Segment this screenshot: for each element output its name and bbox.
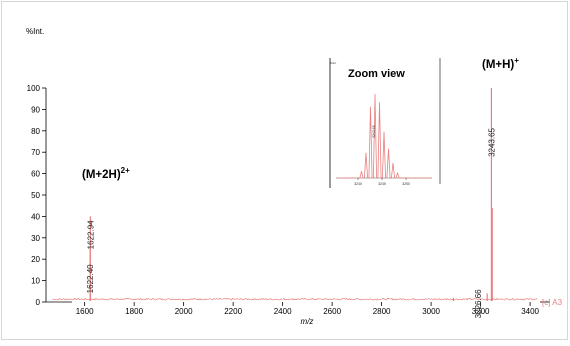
inset-y-label: %Int. — [330, 61, 337, 65]
y-ticks: 0 10 20 30 40 50 60 70 80 90 100 — [27, 84, 46, 307]
mass-spectrum-chart: %Int. 0 10 20 30 40 50 60 70 80 90 100 1600 1800 200… — [26, 27, 563, 326]
y-axis-label: %Int. — [26, 27, 44, 36]
inset-title: Zoom view — [348, 68, 405, 80]
x-tick-label: 2600 — [323, 307, 341, 316]
x-tick-label: 2400 — [274, 307, 292, 316]
ion-label-m2h: (M+2H)2+ — [82, 166, 130, 181]
inset-trace — [338, 93, 432, 179]
series-label: [c] A3 — [542, 298, 563, 307]
spectrum-trace — [52, 88, 538, 301]
spectrum-baseline — [52, 297, 538, 301]
inset-x-tick-label: 3245 — [378, 182, 386, 186]
y-tick-label: 20 — [31, 255, 40, 264]
y-tick-label: 40 — [31, 212, 40, 221]
y-tick-label: 70 — [31, 148, 40, 157]
y-tick-label: 90 — [31, 105, 40, 114]
peak-annotation: 3243.65 — [487, 127, 496, 156]
x-tick-label: 2200 — [224, 307, 242, 316]
y-tick-label: 100 — [27, 84, 41, 93]
ion-label-m2h-main: (M+2H) — [82, 169, 121, 181]
ion-label-mh-main: (M+H) — [482, 59, 514, 71]
y-tick-label: 30 — [31, 234, 40, 243]
x-tick-label: 2000 — [175, 307, 193, 316]
ion-label-mh-sup: + — [514, 56, 519, 65]
peak-annotation: 1622.40 — [86, 264, 95, 293]
x-tick-label: 3000 — [422, 307, 440, 316]
y-tick-label: 10 — [31, 277, 40, 286]
chart-frame: %Int. 0 10 20 30 40 50 60 70 80 90 100 1600 1800 200… — [1, 1, 568, 340]
ion-label-mh: (M+H)+ — [482, 56, 519, 71]
x-axis-label: m/z — [301, 317, 314, 326]
x-ticks: 1600 1800 2000 2200 2400 2600 2800 3000 3200 3400 — [76, 302, 540, 316]
x-tick-label: 2800 — [373, 307, 391, 316]
x-tick-label: 1800 — [125, 307, 143, 316]
x-tick-label: 3400 — [521, 307, 539, 316]
y-tick-label: 50 — [31, 191, 40, 200]
y-tick-label: 0 — [36, 298, 41, 307]
ion-label-m2h-sup: 2+ — [121, 166, 130, 175]
inset-isotope-envelope — [338, 93, 432, 179]
inset-peak-label: 3243.65 — [372, 125, 376, 138]
peak-annotations: 1622.94 1622.40 3243.65 3226.66 — [86, 127, 496, 318]
y-tick-label: 80 — [31, 127, 40, 136]
peak-annotation: 3226.66 — [474, 289, 483, 318]
zoom-view-inset: %Int. Zoom view 3243.65 3240 3245 3250 — [329, 58, 441, 188]
inset-x-tick-label: 3240 — [354, 182, 362, 186]
peak-annotation: 1622.94 — [86, 220, 95, 249]
inset-x-ticks: 3240 3245 3250 — [354, 178, 410, 186]
x-tick-label: 1600 — [76, 307, 94, 316]
x-tick-label: 3200 — [472, 307, 490, 316]
y-tick-label: 60 — [31, 170, 40, 179]
inset-x-tick-label: 3250 — [402, 182, 410, 186]
